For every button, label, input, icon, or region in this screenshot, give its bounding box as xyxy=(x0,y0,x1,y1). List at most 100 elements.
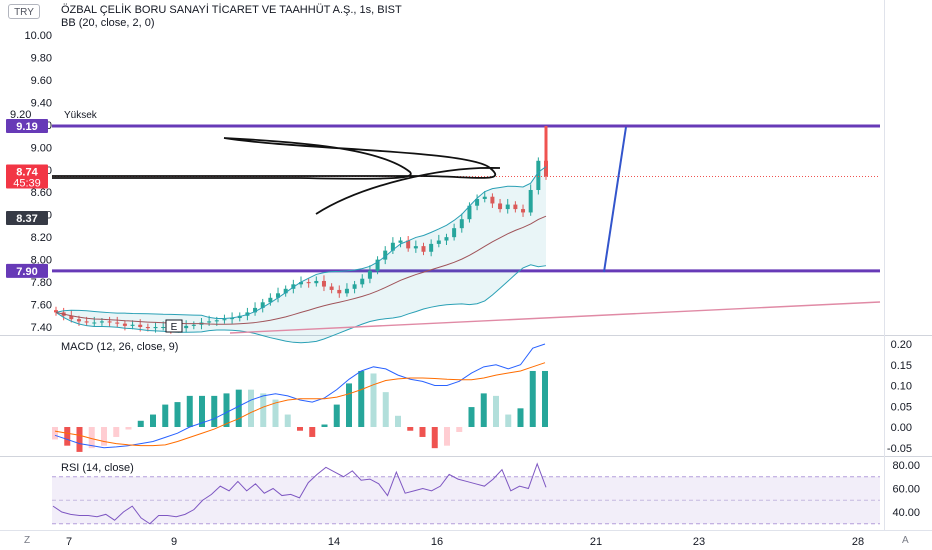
candle xyxy=(54,310,58,313)
macd-histogram-bar xyxy=(431,427,438,449)
candle xyxy=(76,319,81,322)
macd-histogram-bar xyxy=(174,402,181,427)
macd-histogram-bar xyxy=(101,427,107,446)
bb-basis-line xyxy=(55,215,547,325)
candle xyxy=(214,320,219,322)
macd-histogram-bar xyxy=(309,427,316,437)
macd-histogram-bar xyxy=(235,389,242,427)
candle xyxy=(69,315,74,320)
macd-histogram-bar xyxy=(272,399,279,427)
hand-drawn-curve xyxy=(52,137,501,215)
macd-histogram-bar xyxy=(529,370,536,427)
macd-histogram-bar xyxy=(137,420,144,427)
candle xyxy=(459,219,464,229)
symbol-title: ÖZBAL ÇELİK BORU SANAYİ TİCARET VE TAAHH… xyxy=(61,4,402,16)
macd-histogram-bar xyxy=(407,427,414,431)
price-tick-label: 9.80 xyxy=(31,52,52,64)
candle xyxy=(436,240,441,244)
candle xyxy=(107,321,112,323)
candle xyxy=(230,318,235,320)
candle xyxy=(145,327,150,329)
macd-tick-label: 0.15 xyxy=(891,360,912,372)
macd-histogram-bar xyxy=(199,395,205,427)
macd-histogram-bar xyxy=(260,393,267,427)
candle xyxy=(383,250,388,260)
bb-lower-line xyxy=(55,264,547,344)
candle xyxy=(253,307,258,313)
macd-histogram-bar xyxy=(370,373,377,427)
candle xyxy=(321,280,326,287)
macd-histogram-bar xyxy=(186,395,193,427)
macd-line xyxy=(54,343,546,449)
macd-histogram-bar xyxy=(493,395,499,427)
macd-histogram-bar xyxy=(125,427,132,430)
candle xyxy=(398,240,403,243)
candle xyxy=(352,284,357,289)
candle xyxy=(122,323,127,326)
macd-histogram-bar xyxy=(64,427,71,446)
price-tick-label: 8.00 xyxy=(31,255,52,267)
event-marker-label: E xyxy=(171,322,178,333)
macd-histogram-bar xyxy=(162,404,169,427)
trendline xyxy=(229,301,881,334)
candle xyxy=(299,282,303,285)
bb-indicator-label[interactable]: BB (20, close, 2, 0) xyxy=(61,17,155,29)
rsi-tick-label: 60.00 xyxy=(892,484,920,496)
macd-histogram-bar xyxy=(321,424,328,427)
candle xyxy=(429,243,434,252)
candle xyxy=(84,321,89,323)
candle xyxy=(390,242,395,251)
rsi-tick-label: 80.00 xyxy=(892,460,920,472)
macd-histogram-bar xyxy=(505,414,512,427)
macd-title[interactable]: MACD (12, 26, close, 9) xyxy=(61,341,179,353)
candle xyxy=(184,325,189,329)
candle xyxy=(498,203,503,210)
rsi-title[interactable]: RSI (14, close) xyxy=(61,462,134,474)
grid xyxy=(0,0,932,531)
candle xyxy=(375,259,380,271)
candle xyxy=(521,209,526,213)
candle xyxy=(191,324,196,326)
price-tick-label: 9.60 xyxy=(31,75,52,87)
timezone-toggle[interactable]: Z xyxy=(24,535,31,546)
time-tick-label: 28 xyxy=(852,536,864,548)
macd-histogram-bar xyxy=(297,427,303,431)
candle xyxy=(528,189,533,213)
macd-histogram-bar xyxy=(76,427,83,452)
macd-histogram-bar xyxy=(419,427,426,437)
candle xyxy=(360,278,365,285)
candle xyxy=(452,228,457,238)
macd-histogram-bar xyxy=(517,408,524,427)
price-tick-label: 8.20 xyxy=(31,232,52,244)
rsi-tick-label: 40.00 xyxy=(892,507,920,519)
candle xyxy=(260,302,265,308)
macd-histogram-bar xyxy=(248,389,254,427)
candle xyxy=(161,327,166,328)
macd-tick-label: -0.05 xyxy=(887,443,912,455)
candle xyxy=(444,237,449,241)
auto-scale-toggle[interactable]: A xyxy=(902,535,909,546)
time-tick-label: 9 xyxy=(171,536,177,548)
price-pane: E Yüksek 9.20 xyxy=(10,109,881,344)
candle xyxy=(490,196,495,204)
currency-badge[interactable]: TRY xyxy=(8,4,40,19)
candle xyxy=(467,205,472,220)
candle xyxy=(329,286,334,290)
price-label-badge xyxy=(6,263,48,278)
candle xyxy=(482,196,487,199)
macd-histogram-bar xyxy=(444,427,450,446)
rsi-pane xyxy=(52,462,880,525)
price-label-badge xyxy=(6,211,48,226)
price-tick-label: 7.40 xyxy=(31,322,52,334)
candle xyxy=(505,204,510,210)
macd-histogram-bar xyxy=(150,414,156,427)
event-marker-box xyxy=(165,319,183,333)
macd-histogram-bar xyxy=(223,393,230,427)
price-label-text: 9.19 xyxy=(16,121,37,133)
price-tick-label: 9.40 xyxy=(31,97,52,109)
price-tick-label: 7.60 xyxy=(31,300,52,312)
price-tick-label: 7.80 xyxy=(31,277,52,289)
candle xyxy=(130,324,135,326)
candle xyxy=(367,270,372,279)
